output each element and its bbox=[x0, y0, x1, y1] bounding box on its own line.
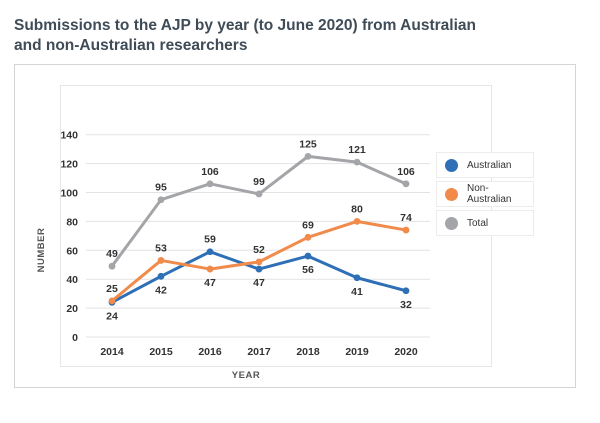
data-label: 95 bbox=[155, 182, 167, 194]
data-point bbox=[206, 180, 214, 188]
x-tick-label: 2017 bbox=[247, 346, 271, 358]
legend-label: Total bbox=[467, 217, 489, 229]
data-point bbox=[206, 248, 214, 256]
data-label: 125 bbox=[299, 138, 317, 150]
y-tick-label: 60 bbox=[66, 245, 78, 257]
data-label: 80 bbox=[351, 203, 363, 215]
data-point bbox=[402, 226, 410, 234]
data-label: 69 bbox=[302, 219, 314, 231]
data-point bbox=[108, 262, 116, 270]
data-point bbox=[304, 152, 312, 160]
data-point bbox=[402, 287, 410, 295]
legend-label: Non-Australian bbox=[467, 183, 512, 205]
y-tick-label: 80 bbox=[66, 216, 78, 228]
data-label: 106 bbox=[201, 166, 219, 178]
x-axis-ticks: 2014 2015 2016 2017 2018 2019 2020 bbox=[100, 346, 418, 358]
data-point bbox=[304, 252, 312, 260]
data-point bbox=[206, 265, 214, 273]
data-label: 32 bbox=[400, 299, 412, 311]
chart-title: Submissions to the AJP by year (to June … bbox=[14, 16, 574, 56]
data-point bbox=[402, 180, 410, 188]
data-label: 99 bbox=[253, 176, 265, 188]
data-label: 74 bbox=[400, 212, 412, 224]
y-tick-label: 100 bbox=[60, 188, 78, 200]
data-point bbox=[353, 218, 361, 225]
data-point bbox=[157, 272, 165, 280]
data-point bbox=[157, 257, 165, 264]
data-point bbox=[108, 297, 116, 305]
x-axis-label: YEAR bbox=[232, 370, 260, 381]
legend-item: Australian bbox=[436, 152, 534, 178]
legend-item: Total bbox=[436, 210, 534, 236]
y-tick-label: 0 bbox=[72, 332, 78, 344]
data-label: 42 bbox=[155, 284, 167, 296]
x-tick-label: 2016 bbox=[198, 346, 222, 358]
data-label: 47 bbox=[204, 277, 216, 289]
data-label: 49 bbox=[106, 248, 118, 260]
data-label: 24 bbox=[106, 310, 118, 322]
data-label: 59 bbox=[204, 234, 216, 246]
y-axis-label: NUMBER bbox=[36, 228, 47, 273]
data-label: 106 bbox=[397, 166, 415, 178]
y-tick-label: 120 bbox=[60, 159, 78, 171]
data-label: 121 bbox=[348, 144, 366, 156]
legend-label: Australian bbox=[467, 159, 512, 171]
chart-title-line-2: and non-Australian researchers bbox=[14, 37, 248, 54]
legend-item: Non-Australian bbox=[436, 181, 534, 207]
x-tick-label: 2019 bbox=[345, 346, 369, 358]
data-labels: 24 42 59 47 56 41 32 25 53 47 52 69 80 74 49 95 106 99 125… bbox=[106, 138, 415, 322]
data-label: 53 bbox=[155, 242, 167, 254]
data-point bbox=[255, 258, 263, 266]
gridlines bbox=[86, 134, 430, 338]
legend-swatch bbox=[445, 158, 458, 172]
x-tick-label: 2015 bbox=[149, 346, 173, 358]
x-tick-label: 2014 bbox=[100, 346, 124, 358]
legend-swatch bbox=[445, 216, 458, 230]
data-point bbox=[304, 233, 312, 241]
data-label: 47 bbox=[253, 277, 265, 289]
data-label: 52 bbox=[253, 244, 265, 256]
data-point bbox=[353, 274, 361, 282]
data-label: 56 bbox=[302, 264, 314, 276]
x-tick-label: 2018 bbox=[296, 346, 320, 358]
data-point bbox=[353, 158, 361, 166]
data-label: 25 bbox=[106, 283, 118, 295]
x-tick-label: 2020 bbox=[394, 346, 418, 358]
data-point bbox=[255, 265, 263, 273]
y-tick-label: 40 bbox=[66, 274, 78, 286]
y-tick-label: 140 bbox=[60, 130, 78, 142]
data-point bbox=[157, 196, 165, 204]
data-label: 41 bbox=[351, 286, 363, 298]
y-tick-label: 20 bbox=[66, 303, 78, 315]
series-points bbox=[108, 152, 410, 306]
y-axis-ticks: 0 20 40 60 80 100 120 140 bbox=[60, 130, 78, 344]
chart-title-line-1: Submissions to the AJP by year (to June … bbox=[14, 17, 476, 34]
legend-swatch bbox=[445, 187, 458, 201]
data-point bbox=[255, 190, 263, 198]
